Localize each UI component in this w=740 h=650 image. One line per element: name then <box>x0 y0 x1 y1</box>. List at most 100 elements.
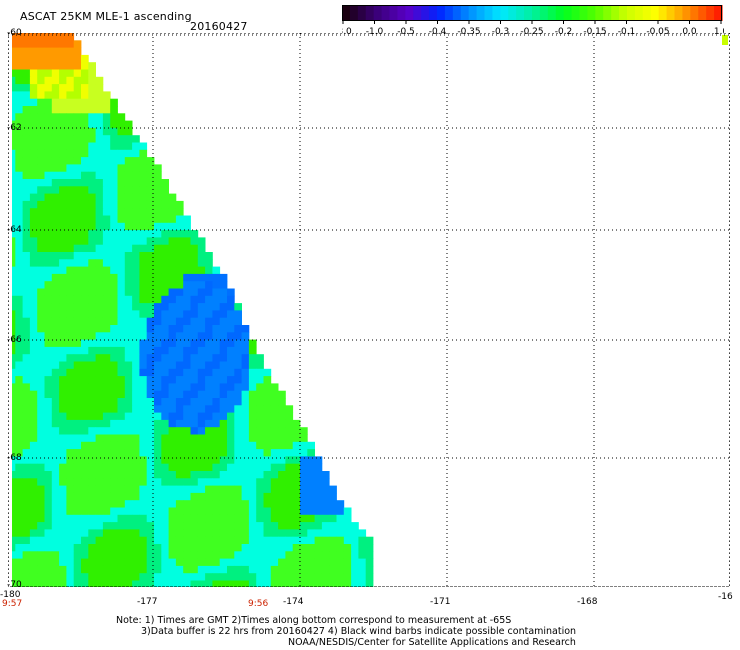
field-cell <box>73 551 82 559</box>
field-cell <box>29 295 38 304</box>
field-cell <box>241 463 250 472</box>
field-cell <box>44 157 53 165</box>
field-cell <box>132 303 140 311</box>
lon-tick-label: -174 <box>283 597 304 607</box>
field-cell <box>73 244 82 253</box>
field-cell <box>29 281 38 289</box>
field-cell <box>110 325 118 333</box>
field-cell <box>88 113 96 121</box>
field-cell <box>314 478 323 486</box>
field-cell <box>183 434 191 443</box>
field-cell <box>81 529 89 538</box>
field-cell <box>241 449 250 457</box>
field-cell <box>66 427 75 435</box>
field-cell <box>241 354 250 362</box>
field-cell <box>146 208 155 216</box>
colorbar-segment <box>508 5 517 21</box>
field-cell <box>15 492 23 501</box>
field-cell <box>278 427 286 435</box>
field-cell <box>66 456 75 465</box>
field-cell <box>300 514 308 523</box>
field-cell <box>270 529 279 538</box>
field-cell <box>205 573 213 581</box>
field-cell <box>15 573 23 581</box>
field-cell <box>110 412 118 421</box>
field-cell <box>44 580 53 587</box>
field-cell <box>88 230 96 238</box>
field-cell <box>175 215 184 224</box>
field-cell <box>175 522 184 530</box>
field-cell <box>51 368 60 377</box>
field-cell <box>117 346 126 355</box>
field-cell <box>124 186 133 194</box>
field-cell <box>110 500 118 508</box>
field-cell <box>37 478 45 486</box>
field-cell <box>190 412 199 421</box>
field-cell <box>102 383 111 392</box>
field-cell <box>175 405 184 413</box>
field-cell <box>161 346 169 355</box>
field-cell <box>139 244 148 253</box>
field-cell <box>183 419 191 428</box>
field-cell <box>95 529 104 538</box>
field-cell <box>51 222 60 231</box>
left-margin <box>8 33 12 587</box>
field-cell <box>307 456 315 465</box>
field-cell <box>15 500 23 508</box>
field-cell <box>241 471 250 479</box>
field-cell <box>227 492 235 501</box>
field-cell <box>110 332 118 340</box>
field-cell <box>278 398 286 406</box>
field-cell <box>278 536 286 545</box>
field-cell <box>15 208 23 216</box>
field-cell <box>29 200 38 209</box>
field-cell <box>351 565 359 574</box>
field-cell <box>190 573 199 581</box>
field-cell <box>161 536 169 545</box>
field-cell <box>146 434 155 443</box>
field-cell <box>241 544 250 552</box>
field-cell <box>81 354 89 362</box>
field-cell <box>15 390 23 399</box>
colorbar-segment <box>563 5 573 21</box>
field-cell <box>175 310 184 319</box>
field-cell <box>51 244 60 253</box>
field-cell <box>263 390 272 399</box>
time-label: 9:56 <box>248 599 269 609</box>
field-cell <box>73 361 82 370</box>
field-cell <box>59 69 67 78</box>
field-cell <box>44 244 53 253</box>
field-cell <box>22 368 31 377</box>
field-cell <box>212 478 221 486</box>
field-cell <box>358 573 367 581</box>
field-cell <box>139 325 148 333</box>
field-cell <box>15 346 23 355</box>
field-cell <box>183 412 191 421</box>
field-cell <box>117 288 126 297</box>
field-cell <box>248 368 257 377</box>
field-cell <box>139 522 148 530</box>
field-cell <box>44 281 53 289</box>
field-cell <box>117 303 126 311</box>
field-cell <box>263 522 272 530</box>
field-cell <box>51 40 60 48</box>
field-cell <box>190 449 199 457</box>
field-cell <box>73 427 82 435</box>
field-cell <box>95 478 104 486</box>
field-cell <box>44 565 53 574</box>
field-cell <box>95 449 104 457</box>
field-cell <box>88 127 96 136</box>
field-cell <box>124 317 133 326</box>
field-cell <box>154 500 162 508</box>
field-cell <box>168 558 177 567</box>
field-cell <box>175 500 184 508</box>
field-cell <box>146 259 155 267</box>
backscatter-field <box>8 33 730 587</box>
field-cell <box>321 522 330 530</box>
field-cell <box>292 471 301 479</box>
field-cell <box>59 47 67 56</box>
field-cell <box>139 580 148 587</box>
field-cell <box>154 310 162 319</box>
field-cell <box>37 215 45 224</box>
field-cell <box>29 127 38 136</box>
